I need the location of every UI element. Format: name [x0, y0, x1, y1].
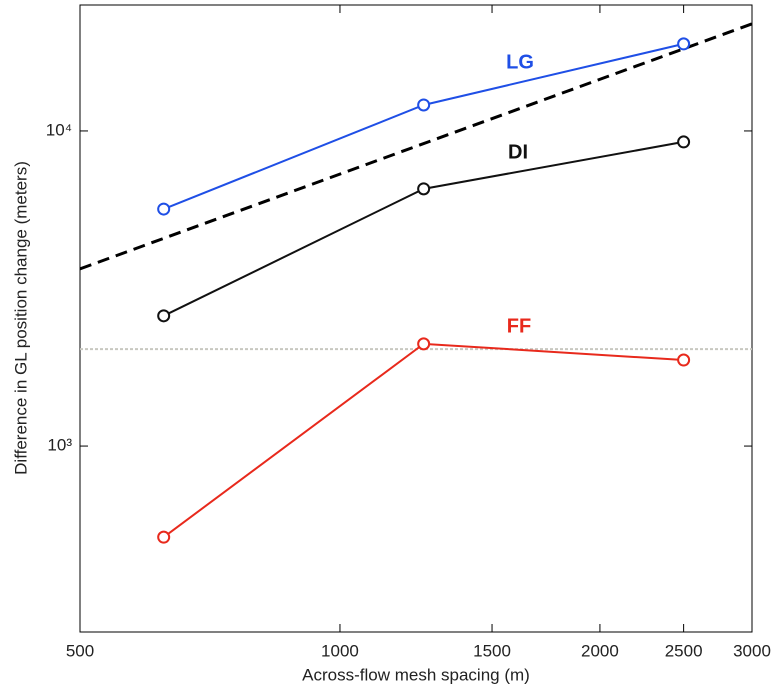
marker: [417, 182, 431, 196]
marker: [157, 202, 171, 216]
y-tick-label: 10³: [47, 436, 72, 455]
x-tick-label: 1500: [473, 641, 511, 660]
marker: [417, 337, 431, 351]
series-line: [163, 140, 684, 317]
marker: [677, 135, 691, 149]
x-tick-label: 500: [66, 641, 94, 660]
x-tick-label: 2500: [665, 641, 703, 660]
marker: [417, 98, 431, 112]
series-label: DI: [508, 141, 528, 163]
trend-line: [79, 22, 753, 271]
marker: [677, 37, 691, 51]
y-axis-label: Difference in GL position change (meters…: [11, 161, 30, 475]
marker: [157, 530, 171, 544]
x-axis-label: Across-flow mesh spacing (m): [302, 665, 530, 684]
marker: [677, 353, 691, 367]
series-line: [163, 342, 684, 538]
series-label: FF: [507, 315, 531, 337]
y-tick-label: 10⁴: [46, 120, 72, 139]
series-label: LG: [506, 51, 534, 73]
marker: [157, 309, 171, 323]
x-tick-label: 2000: [581, 641, 619, 660]
x-tick-label: 1000: [321, 641, 359, 660]
plot-frame: [79, 4, 753, 633]
x-tick-label: 3000: [733, 641, 771, 660]
